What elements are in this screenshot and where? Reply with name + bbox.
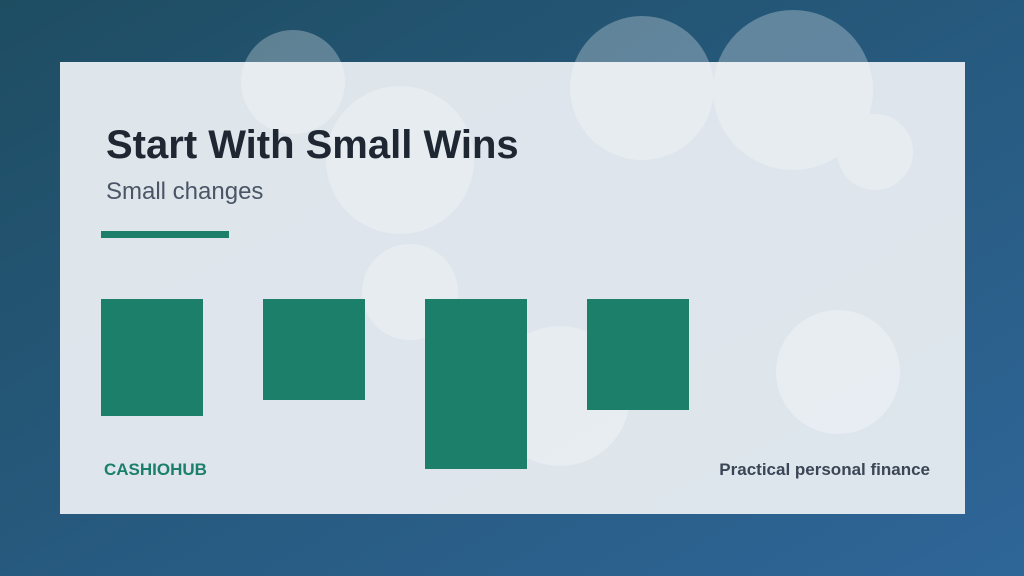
tagline: Practical personal finance <box>719 460 930 479</box>
block <box>425 299 527 469</box>
bubble <box>241 30 345 134</box>
bubble <box>570 16 714 160</box>
block <box>263 299 365 400</box>
bubble <box>776 310 900 434</box>
bubble <box>326 86 474 234</box>
block <box>587 299 689 410</box>
brand: CASHIOHUB <box>104 460 207 479</box>
blocks <box>101 299 689 469</box>
bubble <box>713 10 873 170</box>
block <box>101 299 203 416</box>
bubble <box>837 114 913 190</box>
accent-bar <box>101 231 229 238</box>
title: Start With Small Wins <box>106 123 519 167</box>
subtitle: Small changes <box>106 178 263 205</box>
